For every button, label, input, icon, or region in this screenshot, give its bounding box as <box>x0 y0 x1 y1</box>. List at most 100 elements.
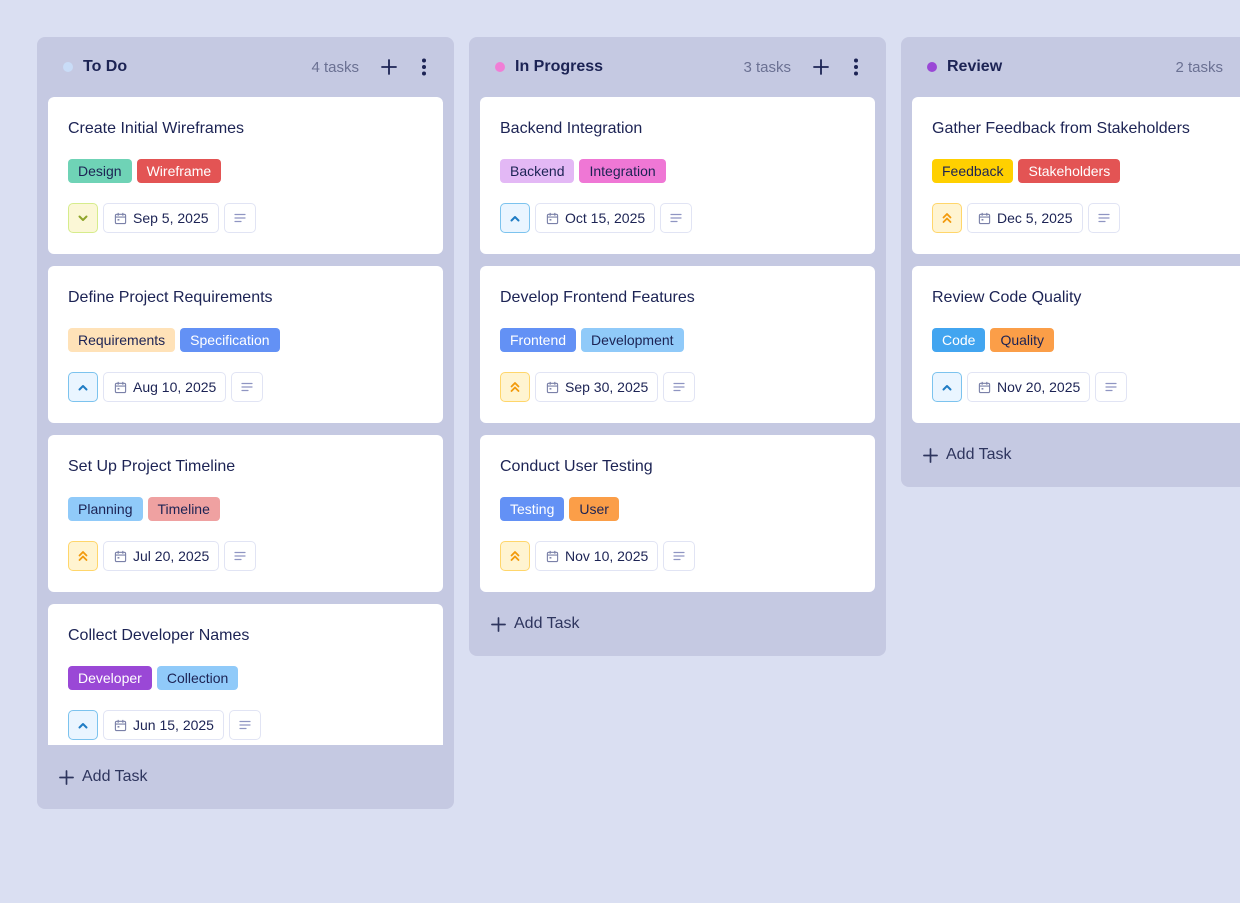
add-task-button[interactable]: Add Task <box>48 745 443 809</box>
description-button[interactable] <box>1095 372 1128 402</box>
plus-icon <box>491 616 506 632</box>
due-date-button[interactable]: Jun 15, 2025 <box>103 710 224 740</box>
column-card-list[interactable]: Create Initial Wireframes Design Wirefram… <box>48 97 443 745</box>
task-title: Create Initial Wireframes <box>68 120 245 137</box>
calendar-icon <box>546 381 559 393</box>
task-tags: Backend Integration <box>500 159 855 183</box>
priority-button[interactable] <box>68 710 98 740</box>
description-button[interactable] <box>231 372 264 402</box>
column-status-dot <box>927 62 937 72</box>
task-meta: Sep 5, 2025 <box>68 203 423 233</box>
add-task-to-column-button[interactable] <box>381 59 397 75</box>
due-date-button[interactable]: Aug 10, 2025 <box>103 372 227 402</box>
column-task-count: 3 tasks <box>743 58 791 76</box>
description-lines-icon <box>673 382 685 392</box>
column-task-count: 2 tasks <box>1175 58 1223 76</box>
description-button[interactable] <box>228 710 261 740</box>
task-title: Set Up Project Timeline <box>68 458 236 475</box>
column-menu-button[interactable] <box>421 58 427 76</box>
column-status-dot <box>63 62 73 72</box>
add-task-label: Add Task <box>946 446 1012 463</box>
kanban-board: To Do 4 tasks Create Initial Wireframes … <box>37 37 1240 809</box>
description-button[interactable] <box>663 372 696 402</box>
priority-button[interactable] <box>68 541 98 571</box>
calendar-icon <box>546 550 559 562</box>
task-meta: Oct 15, 2025 <box>500 203 855 233</box>
due-date: Oct 15, 2025 <box>565 210 646 226</box>
priority-button[interactable] <box>500 541 530 571</box>
due-date-button[interactable]: Jul 20, 2025 <box>103 541 220 571</box>
column-task-count: 4 tasks <box>311 58 359 76</box>
description-lines-icon <box>1105 382 1117 392</box>
description-button[interactable] <box>1087 203 1120 233</box>
priority-button[interactable] <box>932 203 962 233</box>
task-title: Define Project Requirements <box>68 289 273 306</box>
description-button[interactable] <box>224 541 257 571</box>
column-status-dot <box>495 62 505 72</box>
task-card[interactable]: Collect Developer Names Developer Collect… <box>48 604 443 745</box>
chevron-up-icon <box>78 722 88 728</box>
add-task-button[interactable]: Add Task <box>480 592 875 656</box>
chevron-up-icon <box>942 384 952 390</box>
task-tags: Testing User <box>500 497 855 521</box>
column-header: In Progress 3 tasks <box>480 37 875 97</box>
description-button[interactable] <box>663 541 696 571</box>
description-lines-icon <box>670 213 682 223</box>
priority-button[interactable] <box>68 372 98 402</box>
due-date-button[interactable]: Sep 30, 2025 <box>535 372 659 402</box>
task-tag: Wireframe <box>136 159 222 183</box>
task-card[interactable]: Develop Frontend Features Frontend Develo… <box>480 266 875 423</box>
board-column: Review 2 tasks Gather Feedback from Stak… <box>901 37 1240 487</box>
due-date-button[interactable]: Nov 10, 2025 <box>535 541 659 571</box>
calendar-icon <box>546 212 559 224</box>
priority-button[interactable] <box>500 203 530 233</box>
calendar-icon <box>114 381 127 393</box>
due-date: Nov 20, 2025 <box>997 379 1081 395</box>
task-tag: User <box>569 497 619 521</box>
task-tag: Timeline <box>147 497 220 521</box>
description-button[interactable] <box>223 203 256 233</box>
task-card[interactable]: Conduct User Testing Testing User Nov 10,… <box>480 435 875 592</box>
task-tags: Developer Collection <box>68 666 423 690</box>
priority-button[interactable] <box>932 372 962 402</box>
calendar-icon <box>114 550 127 562</box>
calendar-icon <box>978 381 991 393</box>
due-date-button[interactable]: Sep 5, 2025 <box>103 203 219 233</box>
column-card-list[interactable]: Gather Feedback from Stakeholders Feedba… <box>912 97 1240 423</box>
due-date-button[interactable]: Dec 5, 2025 <box>967 203 1083 233</box>
due-date: Jul 20, 2025 <box>133 548 210 564</box>
task-card[interactable]: Create Initial Wireframes Design Wirefram… <box>48 97 443 254</box>
kebab-menu-icon <box>422 58 426 76</box>
task-card[interactable]: Gather Feedback from Stakeholders Feedba… <box>912 97 1240 254</box>
due-date: Jun 15, 2025 <box>133 717 214 733</box>
add-task-button[interactable]: Add Task <box>912 423 1240 487</box>
task-card[interactable]: Define Project Requirements Requirements… <box>48 266 443 423</box>
due-date: Sep 5, 2025 <box>133 210 209 226</box>
task-card[interactable]: Review Code Quality Code Quality Nov 20, … <box>912 266 1240 423</box>
task-title: Collect Developer Names <box>68 627 250 644</box>
task-tag: Backend <box>500 159 575 183</box>
task-tag: Specification <box>180 328 280 352</box>
priority-button[interactable] <box>68 203 98 233</box>
task-card[interactable]: Backend Integration Backend Integration O… <box>480 97 875 254</box>
task-card[interactable]: Set Up Project Timeline Planning Timeline… <box>48 435 443 592</box>
task-meta: Aug 10, 2025 <box>68 372 423 402</box>
task-title: Develop Frontend Features <box>500 289 695 306</box>
column-menu-button[interactable] <box>853 58 859 76</box>
task-tag: Collection <box>156 666 239 690</box>
task-meta: Sep 30, 2025 <box>500 372 855 402</box>
task-tags: Frontend Development <box>500 328 855 352</box>
task-tag: Design <box>68 159 132 183</box>
due-date-button[interactable]: Nov 20, 2025 <box>967 372 1091 402</box>
plus-icon <box>381 59 397 75</box>
column-header: Review 2 tasks <box>912 37 1240 97</box>
due-date: Nov 10, 2025 <box>565 548 649 564</box>
due-date-button[interactable]: Oct 15, 2025 <box>535 203 656 233</box>
priority-button[interactable] <box>500 372 530 402</box>
calendar-icon <box>114 719 127 731</box>
task-title: Conduct User Testing <box>500 458 653 475</box>
task-tags: Design Wireframe <box>68 159 423 183</box>
description-button[interactable] <box>660 203 693 233</box>
column-card-list[interactable]: Backend Integration Backend Integration O… <box>480 97 875 592</box>
add-task-to-column-button[interactable] <box>813 59 829 75</box>
